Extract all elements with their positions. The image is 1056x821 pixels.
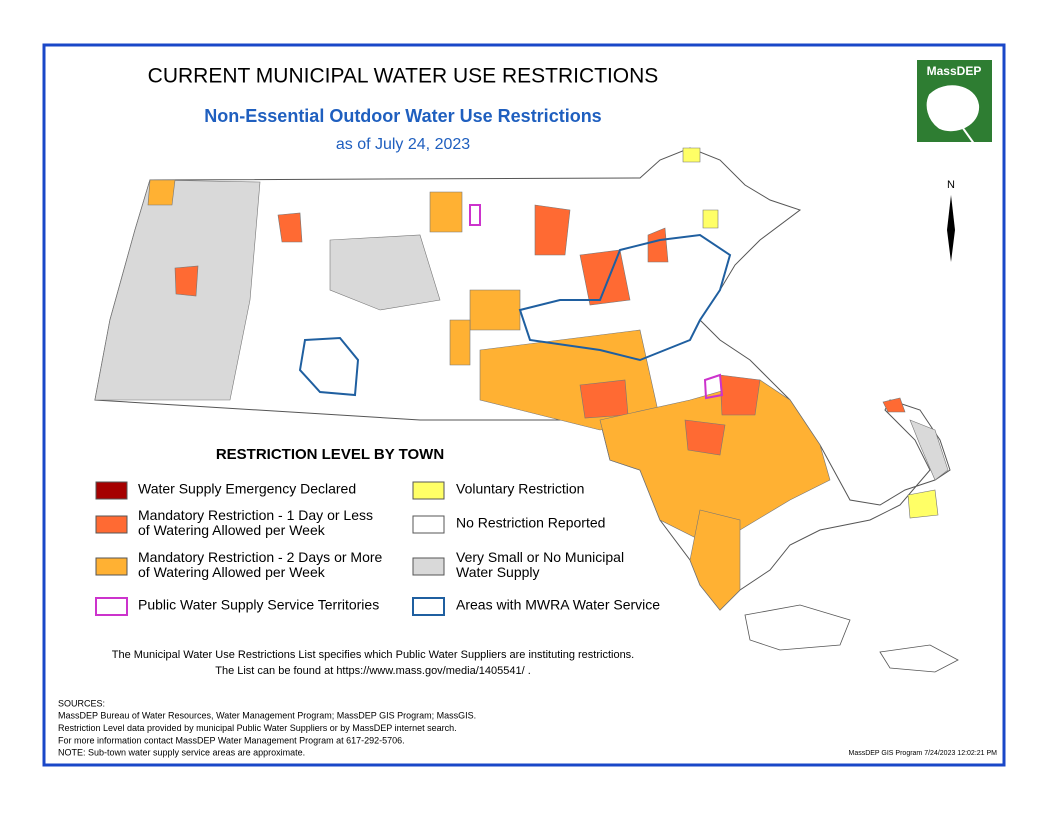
legend-swatch — [412, 557, 445, 576]
town-red — [579, 379, 629, 419]
region-small — [329, 234, 441, 311]
legend-label: Public Water Supply Service Territories — [138, 597, 379, 613]
pws-territory — [703, 373, 724, 400]
state-map — [94, 147, 959, 673]
town-red — [277, 212, 303, 243]
note-line: The List can be found at https://www.mas… — [215, 665, 531, 677]
legend-label: No Restriction Reported — [456, 515, 605, 531]
legend-label: Voluntary Restriction — [456, 481, 584, 497]
stamp: MassDEP GIS Program 7/24/2023 12:02:21 P… — [848, 750, 997, 757]
north-arrow — [947, 195, 955, 262]
region-orange — [689, 509, 741, 611]
source-line: SOURCES: — [58, 698, 105, 708]
town-red — [174, 265, 199, 297]
north-label: N — [947, 179, 955, 191]
town-yellow — [907, 489, 939, 519]
legend-label: Areas with MWRA Water Service — [456, 597, 660, 613]
town-orange — [147, 179, 176, 206]
town-red — [719, 374, 761, 416]
legend-label: Water Supply Emergency Declared — [138, 481, 356, 497]
mwra-area — [518, 233, 732, 362]
legend-swatch — [95, 515, 128, 534]
legend-swatch — [95, 557, 128, 576]
sources: SOURCES: MassDEP Bureau of Water Resource… — [58, 698, 476, 757]
legend-label: Mandatory Restriction - 1 Day or Less — [138, 507, 373, 523]
town-red — [882, 397, 906, 413]
legend-swatch — [412, 481, 445, 500]
legend-label: Water Supply — [456, 564, 540, 580]
legend-title: RESTRICTION LEVEL BY TOWN — [216, 446, 444, 463]
date: as of July 24, 2023 — [336, 136, 470, 153]
town-red — [579, 249, 631, 306]
legend-label: Very Small or No Municipal — [456, 549, 624, 565]
town-red — [534, 204, 571, 256]
town-red — [647, 227, 669, 263]
legend-swatch — [95, 597, 128, 616]
legend-label: Mandatory Restriction - 2 Days or More — [138, 549, 383, 565]
town-orange — [449, 319, 471, 366]
region-small — [909, 419, 949, 481]
legend-swatch — [412, 515, 445, 534]
legend-label: of Watering Allowed per Week — [138, 564, 326, 580]
note-line: The Municipal Water Use Restrictions Lis… — [112, 649, 635, 661]
logo-text: MassDEP — [927, 64, 982, 78]
town-red — [684, 419, 726, 456]
legend-label: of Watering Allowed per Week — [138, 522, 326, 538]
title: CURRENT MUNICIPAL WATER USE RESTRICTIONS — [148, 65, 659, 88]
island-marthas-vineyard — [744, 604, 851, 651]
town-yellow — [702, 209, 719, 229]
mwra-area — [298, 336, 360, 397]
town-yellow — [682, 147, 701, 163]
source-line: Restriction Level data provided by munic… — [58, 723, 457, 733]
legend-swatch — [95, 481, 128, 500]
subtitle: Non-Essential Outdoor Water Use Restrict… — [204, 106, 601, 126]
legend-swatch — [412, 597, 445, 616]
legend: Water Supply Emergency Declared Mandatory… — [95, 481, 660, 616]
source-line: NOTE: Sub-town water supply service area… — [58, 748, 305, 758]
town-orange — [429, 191, 463, 233]
source-line: For more information contact MassDEP Wat… — [58, 735, 405, 745]
town-orange — [469, 289, 521, 331]
pws-territory — [469, 204, 481, 226]
source-line: MassDEP Bureau of Water Resources, Water… — [58, 711, 476, 721]
logo-leaf — [926, 85, 980, 146]
island-nantucket — [879, 644, 959, 673]
